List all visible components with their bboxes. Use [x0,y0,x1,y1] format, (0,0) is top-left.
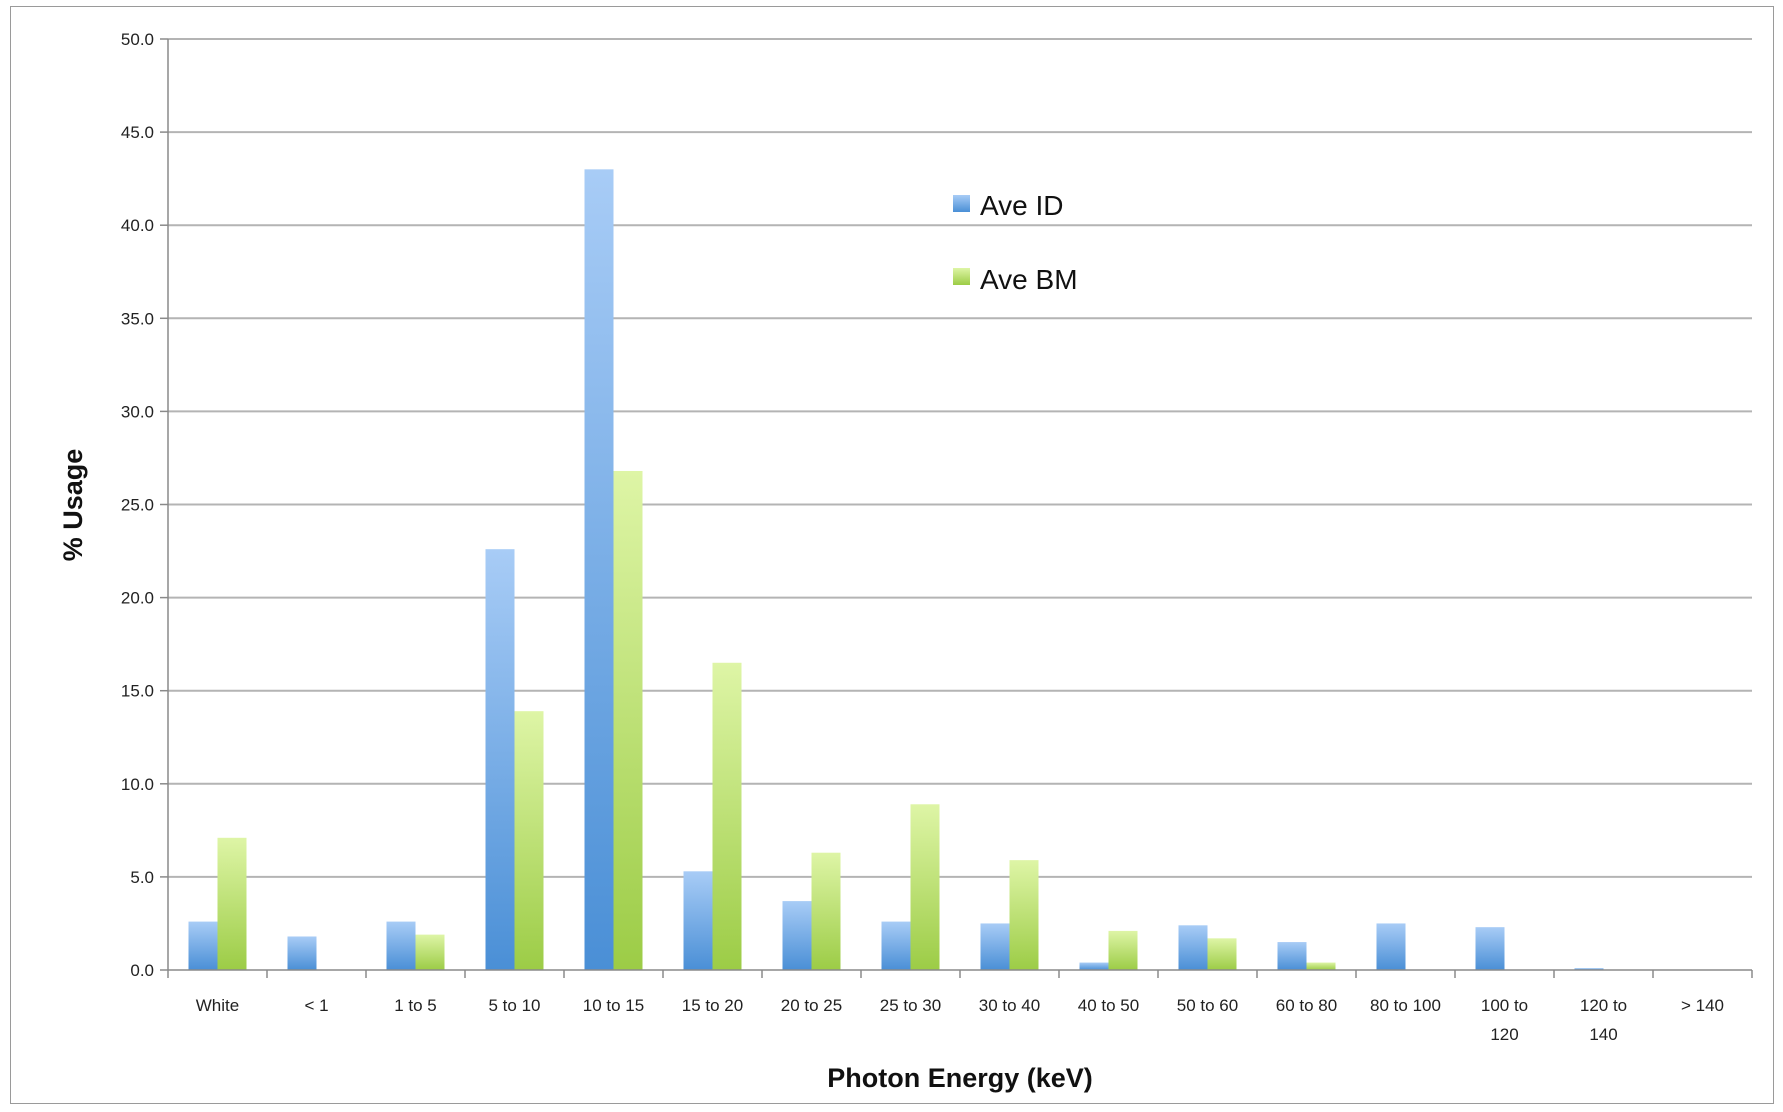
bar-ave-id [1574,968,1604,970]
bar-ave-id [584,169,614,971]
bar-ave-bm [712,662,742,970]
chart-frame [10,6,1774,1104]
x-tick-label: White [196,996,239,1015]
x-tick-label: 20 to 25 [781,996,842,1015]
x-tick-label: 100 to 120 [1481,996,1528,1044]
bar-ave-bm [613,470,643,970]
y-tick-label: 30.0 [121,402,154,421]
bar-ave-id [683,871,713,970]
x-tick-label: 10 to 15 [583,996,644,1015]
bar-ave-bm [217,837,247,970]
bar-ave-id [782,901,812,970]
x-tick-label: 15 to 20 [682,996,743,1015]
bar-ave-bm [1009,860,1039,970]
x-axis [167,39,1753,978]
bar-ave-id [1277,942,1307,970]
y-tick-label: 35.0 [121,309,154,328]
x-tick-label: 1 to 5 [394,996,437,1015]
y-tick-label: 10.0 [121,775,154,794]
bar-ave-bm [1306,962,1336,970]
bar-ave-bm [415,934,445,970]
y-tick-label: 50.0 [121,30,154,49]
legend-label-ave-id: Ave ID [980,190,1064,221]
bar-ave-bm [514,711,544,970]
legend: Ave ID Ave BM [953,190,1078,295]
y-tick-label: 40.0 [121,216,154,235]
x-tick-label: 50 to 60 [1177,996,1238,1015]
bars [188,169,1604,971]
bar-ave-bm [910,804,940,970]
bar-ave-id [1475,927,1505,970]
x-tick-label: 80 to 100 [1370,996,1441,1015]
legend-label-ave-bm: Ave BM [980,264,1078,295]
x-tick-label: > 140 [1681,996,1724,1015]
y-tick-label: 15.0 [121,682,154,701]
x-axis-title: Photon Energy (keV) [827,1063,1093,1093]
legend-swatch-ave-id [953,195,970,212]
bar-ave-id [881,921,911,970]
y-tick-label: 0.0 [130,961,154,980]
bar-ave-id [980,923,1010,970]
x-tick-label: < 1 [304,996,328,1015]
bar-ave-id [485,549,515,970]
x-tick-label: 60 to 80 [1276,996,1337,1015]
gridlines [168,38,1752,878]
y-tick-label: 5.0 [130,868,154,887]
x-tick-label: 30 to 40 [979,996,1040,1015]
bar-ave-id [1178,925,1208,970]
y-tick-label: 20.0 [121,589,154,608]
y-tick-label: 25.0 [121,496,154,515]
x-tick-label: 5 to 10 [489,996,541,1015]
x-axis-ticks: White < 1 1 to 5 5 to 10 10 to 15 15 to 20 20 … [196,996,1724,1044]
bar-ave-id [188,921,218,970]
x-tick-label: 120 to 140 [1580,996,1627,1044]
x-tick-label: 25 to 30 [880,996,941,1015]
bar-ave-id [287,936,317,970]
x-tick-label: 40 to 50 [1078,996,1139,1015]
y-axis-title: % Usage [58,449,88,562]
y-axis-ticks: 0.0 5.0 10.0 15.0 20.0 25.0 30.0 35.0 40.0 45.0 50… [121,30,168,980]
bar-ave-bm [1207,938,1237,970]
bar-ave-id [1376,923,1406,970]
bar-ave-id [1079,962,1109,970]
y-tick-label: 45.0 [121,123,154,142]
legend-swatch-ave-bm [953,268,970,285]
bar-ave-bm [811,852,841,970]
bar-ave-id [386,921,416,970]
bar-ave-bm [1108,930,1138,970]
